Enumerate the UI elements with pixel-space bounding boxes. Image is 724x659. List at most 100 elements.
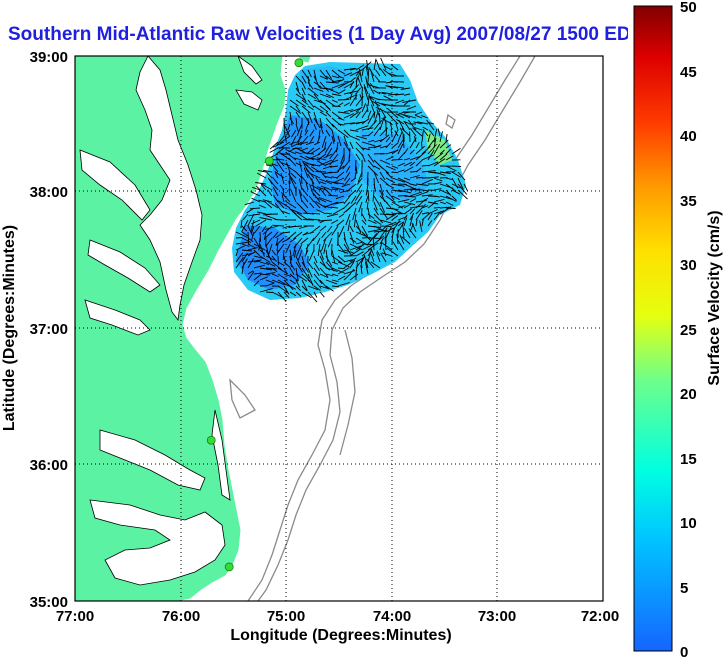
velocity-vector xyxy=(397,177,411,185)
velocity-vector xyxy=(313,285,321,291)
velocity-vector xyxy=(337,255,346,263)
velocity-vector xyxy=(290,172,297,179)
velocity-vector xyxy=(457,183,468,195)
velocity-vector xyxy=(409,161,416,167)
velocity-vector xyxy=(260,183,273,191)
velocity-vector xyxy=(331,186,345,191)
velocity-vector xyxy=(350,195,357,204)
velocity-vector xyxy=(325,99,336,107)
velocity-vector xyxy=(325,267,338,272)
velocity-vector xyxy=(293,157,303,161)
velocity-vector xyxy=(366,59,369,71)
velocity-vector xyxy=(402,230,405,239)
velocity-vector xyxy=(313,117,321,129)
velocity-vector xyxy=(349,261,355,269)
velocity-vector xyxy=(361,127,374,131)
velocity-vector xyxy=(280,172,285,185)
velocity-vector xyxy=(331,129,336,142)
velocity-vector xyxy=(247,247,258,251)
velocity-vector xyxy=(315,176,321,185)
velocity-vector xyxy=(299,190,303,197)
velocity-vector xyxy=(290,177,297,191)
velocity-vector xyxy=(367,68,370,83)
velocity-vector xyxy=(331,225,339,236)
velocity-vector xyxy=(325,255,333,267)
velocity-vector xyxy=(397,194,408,197)
velocity-vector xyxy=(355,244,364,251)
velocity-vector xyxy=(355,251,364,257)
velocity-vector xyxy=(349,111,359,119)
velocity-vector xyxy=(325,69,332,79)
velocity-vector xyxy=(343,122,356,125)
velocity-vector xyxy=(395,122,399,131)
velocity-vector xyxy=(396,233,399,245)
velocity-vector xyxy=(283,291,290,299)
velocity-vector xyxy=(307,81,314,90)
velocity-vector xyxy=(349,108,361,113)
velocity-vector xyxy=(301,199,309,209)
velocity-vector xyxy=(301,87,306,96)
velocity-vector xyxy=(282,249,285,261)
colorbar-tick-label: 0 xyxy=(680,644,688,659)
velocity-vector xyxy=(240,219,243,229)
velocity-vector xyxy=(370,104,375,113)
velocity-vector xyxy=(367,120,378,131)
velocity-vector xyxy=(331,123,338,130)
velocity-vector xyxy=(324,141,333,154)
velocity-vector xyxy=(379,237,384,245)
velocity-vector xyxy=(321,204,333,209)
velocity-vector xyxy=(247,258,254,269)
velocity-vector xyxy=(349,237,357,243)
velocity-vector xyxy=(386,81,393,84)
velocity-vector xyxy=(303,212,315,215)
velocity-vector xyxy=(357,171,363,182)
velocity-vector xyxy=(360,264,363,275)
velocity-vector xyxy=(335,195,345,200)
velocity-vector xyxy=(307,261,314,270)
velocity-vector xyxy=(403,203,412,209)
velocity-vector xyxy=(259,261,270,265)
velocity-vector xyxy=(343,259,353,263)
velocity-vector xyxy=(403,217,408,227)
velocity-vector xyxy=(387,93,399,96)
velocity-vector xyxy=(385,213,395,216)
velocity-vector xyxy=(259,243,265,257)
velocity-vector xyxy=(277,291,287,302)
velocity-vector xyxy=(433,210,442,221)
velocity-vector xyxy=(242,213,249,221)
velocity-vector xyxy=(307,87,319,97)
velocity-vector xyxy=(295,117,298,125)
map-title: Southern Mid-Atlantic Raw Velocities (1 … xyxy=(8,24,628,45)
velocity-vector xyxy=(343,135,348,147)
velocity-vector xyxy=(385,142,392,149)
velocity-vector xyxy=(379,159,391,165)
velocity-vector xyxy=(314,196,327,203)
velocity-vector xyxy=(276,161,285,173)
velocity-vector xyxy=(325,159,339,166)
velocity-vector xyxy=(379,201,386,213)
velocity-vector xyxy=(264,231,273,239)
velocity-vector xyxy=(427,149,435,161)
velocity-vector xyxy=(427,161,439,167)
velocity-vector xyxy=(390,64,399,71)
velocity-vector xyxy=(331,261,339,265)
velocity-vector xyxy=(313,123,317,130)
velocity-vector xyxy=(421,170,436,173)
velocity-vector xyxy=(265,171,273,179)
velocity-vector xyxy=(349,273,359,281)
velocity-vector xyxy=(241,249,253,252)
velocity-vector xyxy=(415,203,427,215)
velocity-vector xyxy=(283,267,288,275)
velocity-vector xyxy=(421,141,423,149)
radar-station-marker xyxy=(206,435,216,445)
velocity-vector xyxy=(251,219,261,225)
velocity-vector xyxy=(433,177,443,182)
velocity-vector xyxy=(301,99,309,106)
velocity-vector xyxy=(258,237,261,251)
velocity-vector xyxy=(373,119,383,131)
velocity-vector xyxy=(391,158,403,161)
velocity-vector xyxy=(259,255,271,263)
velocity-vector xyxy=(294,170,303,179)
velocity-vector xyxy=(241,261,245,275)
velocity-vector xyxy=(301,291,312,299)
